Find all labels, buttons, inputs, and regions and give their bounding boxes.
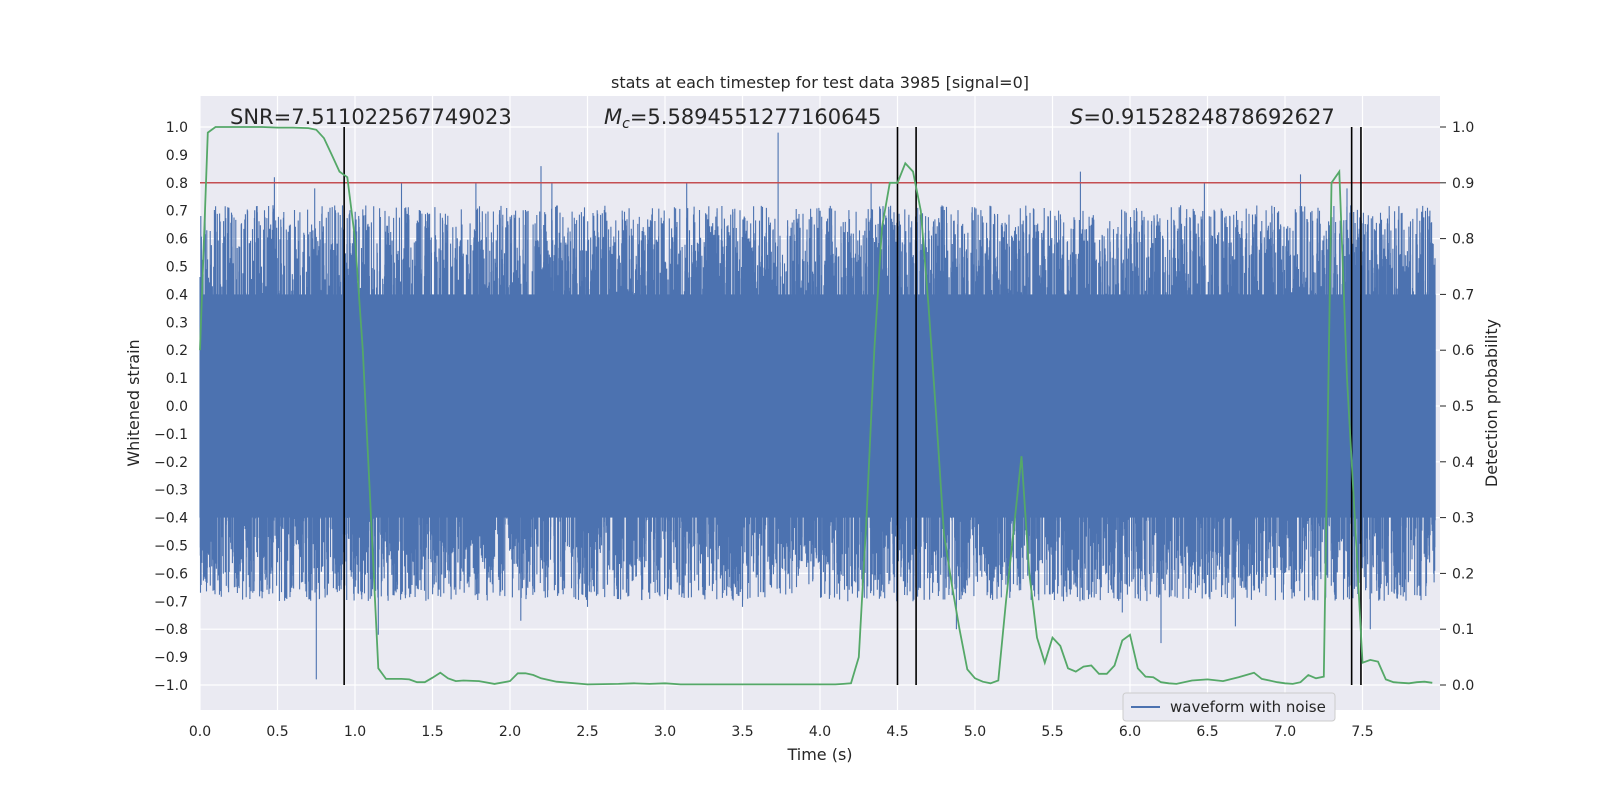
y-tick-labels: 1.0 0.9 0.8 0.7 0.6 0.5 0.4 0.3 0.2 0.1 0.0 −0.1 −0.…	[154, 120, 188, 694]
event-lines	[343, 127, 1362, 685]
y-tick-label: −0.4	[154, 511, 188, 527]
y-tick-label: 0.4	[166, 287, 188, 303]
y-right-tick-label: 0.8	[1452, 232, 1474, 248]
y-tick-label: −0.8	[154, 622, 188, 638]
snr-annotation: SNR=7.511022567749023	[230, 105, 512, 129]
significance-value: =0.9152824878692627	[1083, 105, 1334, 129]
x-tick-label: 7.5	[1351, 724, 1373, 740]
legend-box	[1122, 692, 1336, 722]
y-tick-label: −0.6	[154, 566, 188, 582]
y-right-tick-label: 0.6	[1452, 343, 1474, 359]
x-tick-label: 3.0	[654, 724, 676, 740]
y-right-axis-label: Detection probability	[1482, 319, 1501, 487]
y-right-tick-label: 0.5	[1452, 399, 1474, 415]
y-tick-label: 0.3	[166, 315, 188, 331]
y-right-tick-label: 0.1	[1452, 622, 1474, 638]
y-tick-label: −0.7	[154, 594, 188, 610]
chirp-mass-symbol: M	[604, 105, 622, 129]
y-right-tick-label: 0.9	[1452, 176, 1474, 192]
x-tick-labels: 0.0 0.5 1.0 1.5 2.0 2.5 3.0 3.5 4.0 4.5 5.0 5.5 6.0 6…	[189, 724, 1374, 740]
x-tick-label: 6.0	[1119, 724, 1141, 740]
x-tick-label: 1.0	[344, 724, 366, 740]
y-right-tick-label: 0.4	[1452, 455, 1474, 471]
x-tick-label: 1.5	[421, 724, 443, 740]
x-tick-label: 3.5	[731, 724, 753, 740]
x-tick-label: 0.0	[189, 724, 211, 740]
y-tick-label: −0.2	[154, 455, 188, 471]
y-tick-label: 0.8	[166, 176, 188, 192]
y-tick-label: −0.1	[154, 427, 188, 443]
chirp-mass-value: =5.5894551277160645	[630, 105, 881, 129]
x-tick-label: 4.0	[809, 724, 831, 740]
y-tick-label: 0.9	[166, 148, 188, 164]
y-tick-label: −0.5	[154, 539, 188, 555]
significance-symbol: S	[1070, 105, 1083, 129]
x-tick-label: 6.5	[1196, 724, 1218, 740]
waveform-series	[199, 132, 1436, 680]
y-axis-label: Whitened strain	[124, 339, 143, 466]
y-tick-label: −0.3	[154, 483, 188, 499]
y-right-tick-label: 1.0	[1452, 120, 1474, 136]
probability-series	[199, 126, 1433, 686]
y-tick-label: 0.5	[166, 260, 188, 276]
x-tick-label: 2.5	[576, 724, 598, 740]
x-tick-label: 2.0	[499, 724, 521, 740]
waveform-path	[199, 132, 1436, 680]
chirp-mass-annotation: Mc=5.5894551277160645	[604, 105, 881, 132]
legend-label-waveform: waveform with noise	[1170, 698, 1326, 716]
x-tick-label: 7.0	[1274, 724, 1296, 740]
x-tick-label: 5.0	[964, 724, 986, 740]
chart-title: stats at each timestep for test data 398…	[611, 73, 1029, 92]
y-tick-label: 0.6	[166, 232, 188, 248]
y-tick-label: 1.0	[166, 120, 188, 136]
chirp-mass-subscript: c	[622, 116, 630, 132]
y-right-tick-label: 0.0	[1452, 678, 1474, 694]
y-tick-label: 0.0	[166, 399, 188, 415]
y-tick-label: 0.2	[166, 343, 188, 359]
x-tick-label: 0.5	[266, 724, 288, 740]
y-right-tick-labels: 1.0 0.9 0.8 0.7 0.6 0.5 0.4 0.3 0.2 0.1 0.0	[1440, 120, 1474, 694]
y-right-tick-label: 0.7	[1452, 287, 1474, 303]
x-axis-label: Time (s)	[786, 745, 852, 764]
y-tick-label: −0.9	[154, 650, 188, 666]
y-right-tick-label: 0.2	[1452, 566, 1474, 582]
y-right-tick-label: 0.3	[1452, 511, 1474, 527]
legend: waveform with noise	[1122, 692, 1336, 722]
x-tick-label: 5.5	[1041, 724, 1063, 740]
y-tick-label: 0.7	[166, 204, 188, 220]
y-tick-label: 0.1	[166, 371, 188, 387]
x-tick-label: 4.5	[886, 724, 908, 740]
significance-annotation: S=0.9152824878692627	[1070, 105, 1335, 129]
y-tick-label: −1.0	[154, 678, 188, 694]
